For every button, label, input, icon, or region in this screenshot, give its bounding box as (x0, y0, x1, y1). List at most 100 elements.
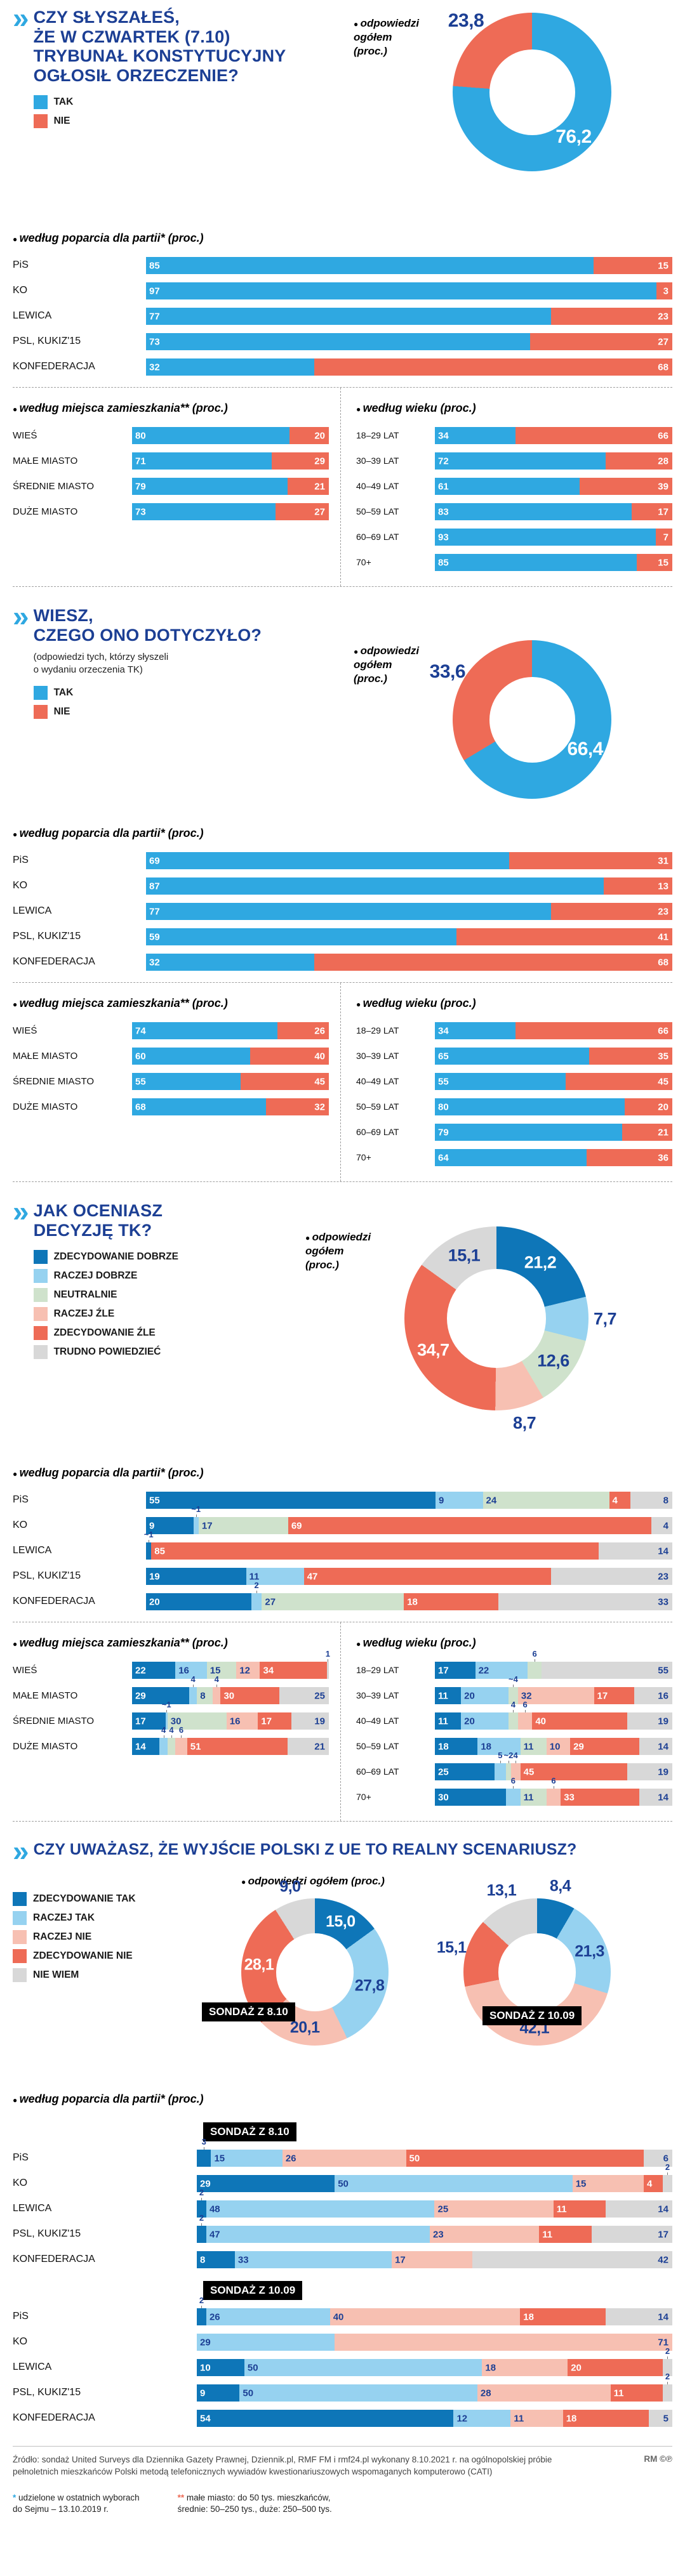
segment-value: 40 (314, 1051, 325, 1061)
bar-segment: 40 (250, 1048, 329, 1065)
bar-segment: 20 (461, 1687, 509, 1704)
bar-segment: 5 (648, 2410, 672, 2428)
bar-segment: 23 (551, 1568, 672, 1585)
segment-value: 18 (438, 1741, 449, 1752)
stacked-bar: 25 5 ~2 4 45 19 (435, 1751, 672, 1780)
bar-segment: 26 (206, 2308, 330, 2326)
segment-value: 30 (438, 1792, 449, 1803)
bar-segment: 42 (472, 2251, 672, 2269)
row-category-label: LEWICA (13, 310, 52, 322)
segment-value: 40 (333, 2311, 344, 2323)
chart-row: WIEŚ 22 16 15 12 34 1 (13, 1649, 330, 1679)
stacked-bar: 11 20 ~4 32 17 16 (435, 1674, 672, 1704)
bar-segment: 41 (456, 928, 672, 945)
bar-segment: 4 (609, 1492, 630, 1509)
bar-segment: 11 (553, 2200, 606, 2218)
segment-value: 16 (178, 1665, 189, 1676)
segment-value: 33 (658, 1596, 668, 1607)
bar-segment: 12 (236, 1662, 260, 1679)
bar-segment: 11 (246, 1568, 304, 1585)
demographics-block: według miejsca zamieszkania** (proc.) WI… (13, 387, 672, 587)
segment-value: 4 (214, 1674, 219, 1684)
bar-segment: 16 (175, 1662, 207, 1679)
stacked-bar: 71 29 (132, 452, 329, 470)
stacked-bar: 97 3 (146, 282, 672, 299)
survey-b-donut-wrap: 8,4 21,3 42,1 15,1 13,1 SONDAŻ Z 10.09 (437, 1877, 611, 2046)
stacked-bar: 29 50 15 4 2 (197, 2162, 672, 2193)
segment-value: 83 (438, 506, 449, 517)
bar-segment: 50 (335, 2175, 573, 2193)
bar-segment: 25 (435, 1763, 495, 1780)
section-marker-icon: » (13, 600, 29, 633)
bar-segment: 39 (580, 478, 672, 495)
bar-segment: 18 (520, 2308, 606, 2326)
row-category-label: 30–39 LAT (356, 1051, 399, 1061)
demographics-block: według miejsca zamieszkania** (proc.) WI… (13, 982, 672, 1182)
stacked-bar: ~1 85 14 (144, 1530, 672, 1560)
segment-value: 6 (663, 2153, 668, 2164)
question-title: CZY SŁYSZAŁEŚ, ŻE W CZWARTEK (7.10) TRYB… (33, 8, 286, 85)
chart-row: LEWICA 77 23 (13, 299, 672, 325)
segment-value: 24 (486, 1495, 497, 1506)
bar-segment: 77 (146, 308, 552, 325)
overall-donut-chart: 76,2 23,8 (448, 10, 611, 171)
bar-segment: 33 (234, 2251, 392, 2269)
segment-value: 74 (135, 1025, 146, 1036)
donut-value-label: 23,8 (448, 10, 484, 31)
bar-segment: 17 (392, 2251, 473, 2269)
overall-result-block: odpowiedzi ogółem (proc.) 21,2 7,7 12,6 8,7… (305, 1226, 617, 1433)
legend-swatch (13, 1968, 27, 1983)
bar-segment: 34 (435, 427, 516, 444)
row-category-label: PiS (13, 2152, 29, 2164)
segment-value: 20 (314, 430, 325, 441)
stacked-bar: 55 9 24 4 8 (146, 1492, 672, 1509)
segment-value: 55 (149, 1495, 160, 1506)
row-category-label: WIEŚ (13, 430, 37, 441)
party-breakdown-chart: PiS 85 15 KO 97 3 LEWICA 77 23 PSL, KUKIZ'15 73 27 K… (13, 249, 672, 376)
legend-swatch (33, 95, 48, 109)
row-category-label: KONFEDERACJA (13, 1596, 95, 1607)
stacked-bar: 80 20 (132, 427, 329, 444)
row-category-label: PSL, KUKIZ'15 (13, 2387, 81, 2398)
segment-value: 14 (135, 1741, 146, 1752)
bar-segment: 22 (475, 1662, 528, 1679)
chart-row: 18–29 LAT 17 22 6 55 (356, 1649, 672, 1679)
party-breakdown-heading: według poparcia dla partii* (proc.) (13, 2093, 672, 2106)
legend-item: TAK (33, 95, 286, 109)
stacked-bar: 9 ~1 17 69 4 (146, 1504, 672, 1534)
bar-segment: 36 (587, 1149, 672, 1166)
chart-row: DUŻE MIASTO 73 27 (13, 495, 329, 520)
segment-value: 2 (199, 2213, 204, 2223)
segment-value: 17 (597, 1690, 608, 1701)
question-title: JAK OCENIASZ DECYZJĘ TK? (33, 1201, 163, 1240)
section-rating-top: » JAK OCENIASZ DECYZJĘ TK? ZDECYDOWANIE … (13, 1197, 672, 1455)
donut-value-label: 13,1 (486, 1881, 517, 1900)
segment-value: 17 (658, 2229, 668, 2240)
bar-segment: 18 (435, 1738, 478, 1755)
chart-row: PSL, KUKIZ'15 59 41 (13, 920, 672, 945)
bar-segment: 25 (279, 1687, 329, 1704)
bar-segment: 80 (435, 1098, 625, 1115)
segment-value: 9 (200, 2388, 206, 2399)
donut-value-label: 33,6 (429, 660, 466, 682)
stacked-bar: 79 21 (132, 478, 329, 495)
bar-segment: 45 (565, 1073, 672, 1090)
legend-label: RACZEJ TAK (33, 1912, 95, 1924)
bar-segment: 30 (220, 1687, 280, 1704)
segment-value: 34 (263, 1665, 274, 1676)
section-heard-top: » CZY SŁYSZAŁEŚ, ŻE W CZWARTEK (7.10) TR… (13, 3, 672, 220)
stacked-bar: 18 18 11 10 29 14 (435, 1738, 672, 1755)
donut-value-label: 15,1 (448, 1245, 481, 1265)
residence-heading: według miejsca zamieszkania** (proc.) (13, 402, 329, 415)
segment-value: 7 (663, 532, 668, 542)
segment-value: 2 (254, 1580, 259, 1590)
row-category-label: 40–49 LAT (356, 1076, 399, 1087)
chart-row: PiS 85 15 (13, 249, 672, 274)
bar-segment: 74 (132, 1022, 278, 1039)
chart-row: KONFEDERACJA 8 33 17 42 (13, 2243, 672, 2269)
stacked-bar: 10 50 18 20 2 (197, 2346, 672, 2377)
segment-value: 25 (437, 2204, 449, 2215)
bar-segment: 1 (326, 1649, 330, 1679)
chart-row: 40–49 LAT 55 45 (356, 1065, 672, 1090)
segment-value: 15 (658, 557, 668, 568)
